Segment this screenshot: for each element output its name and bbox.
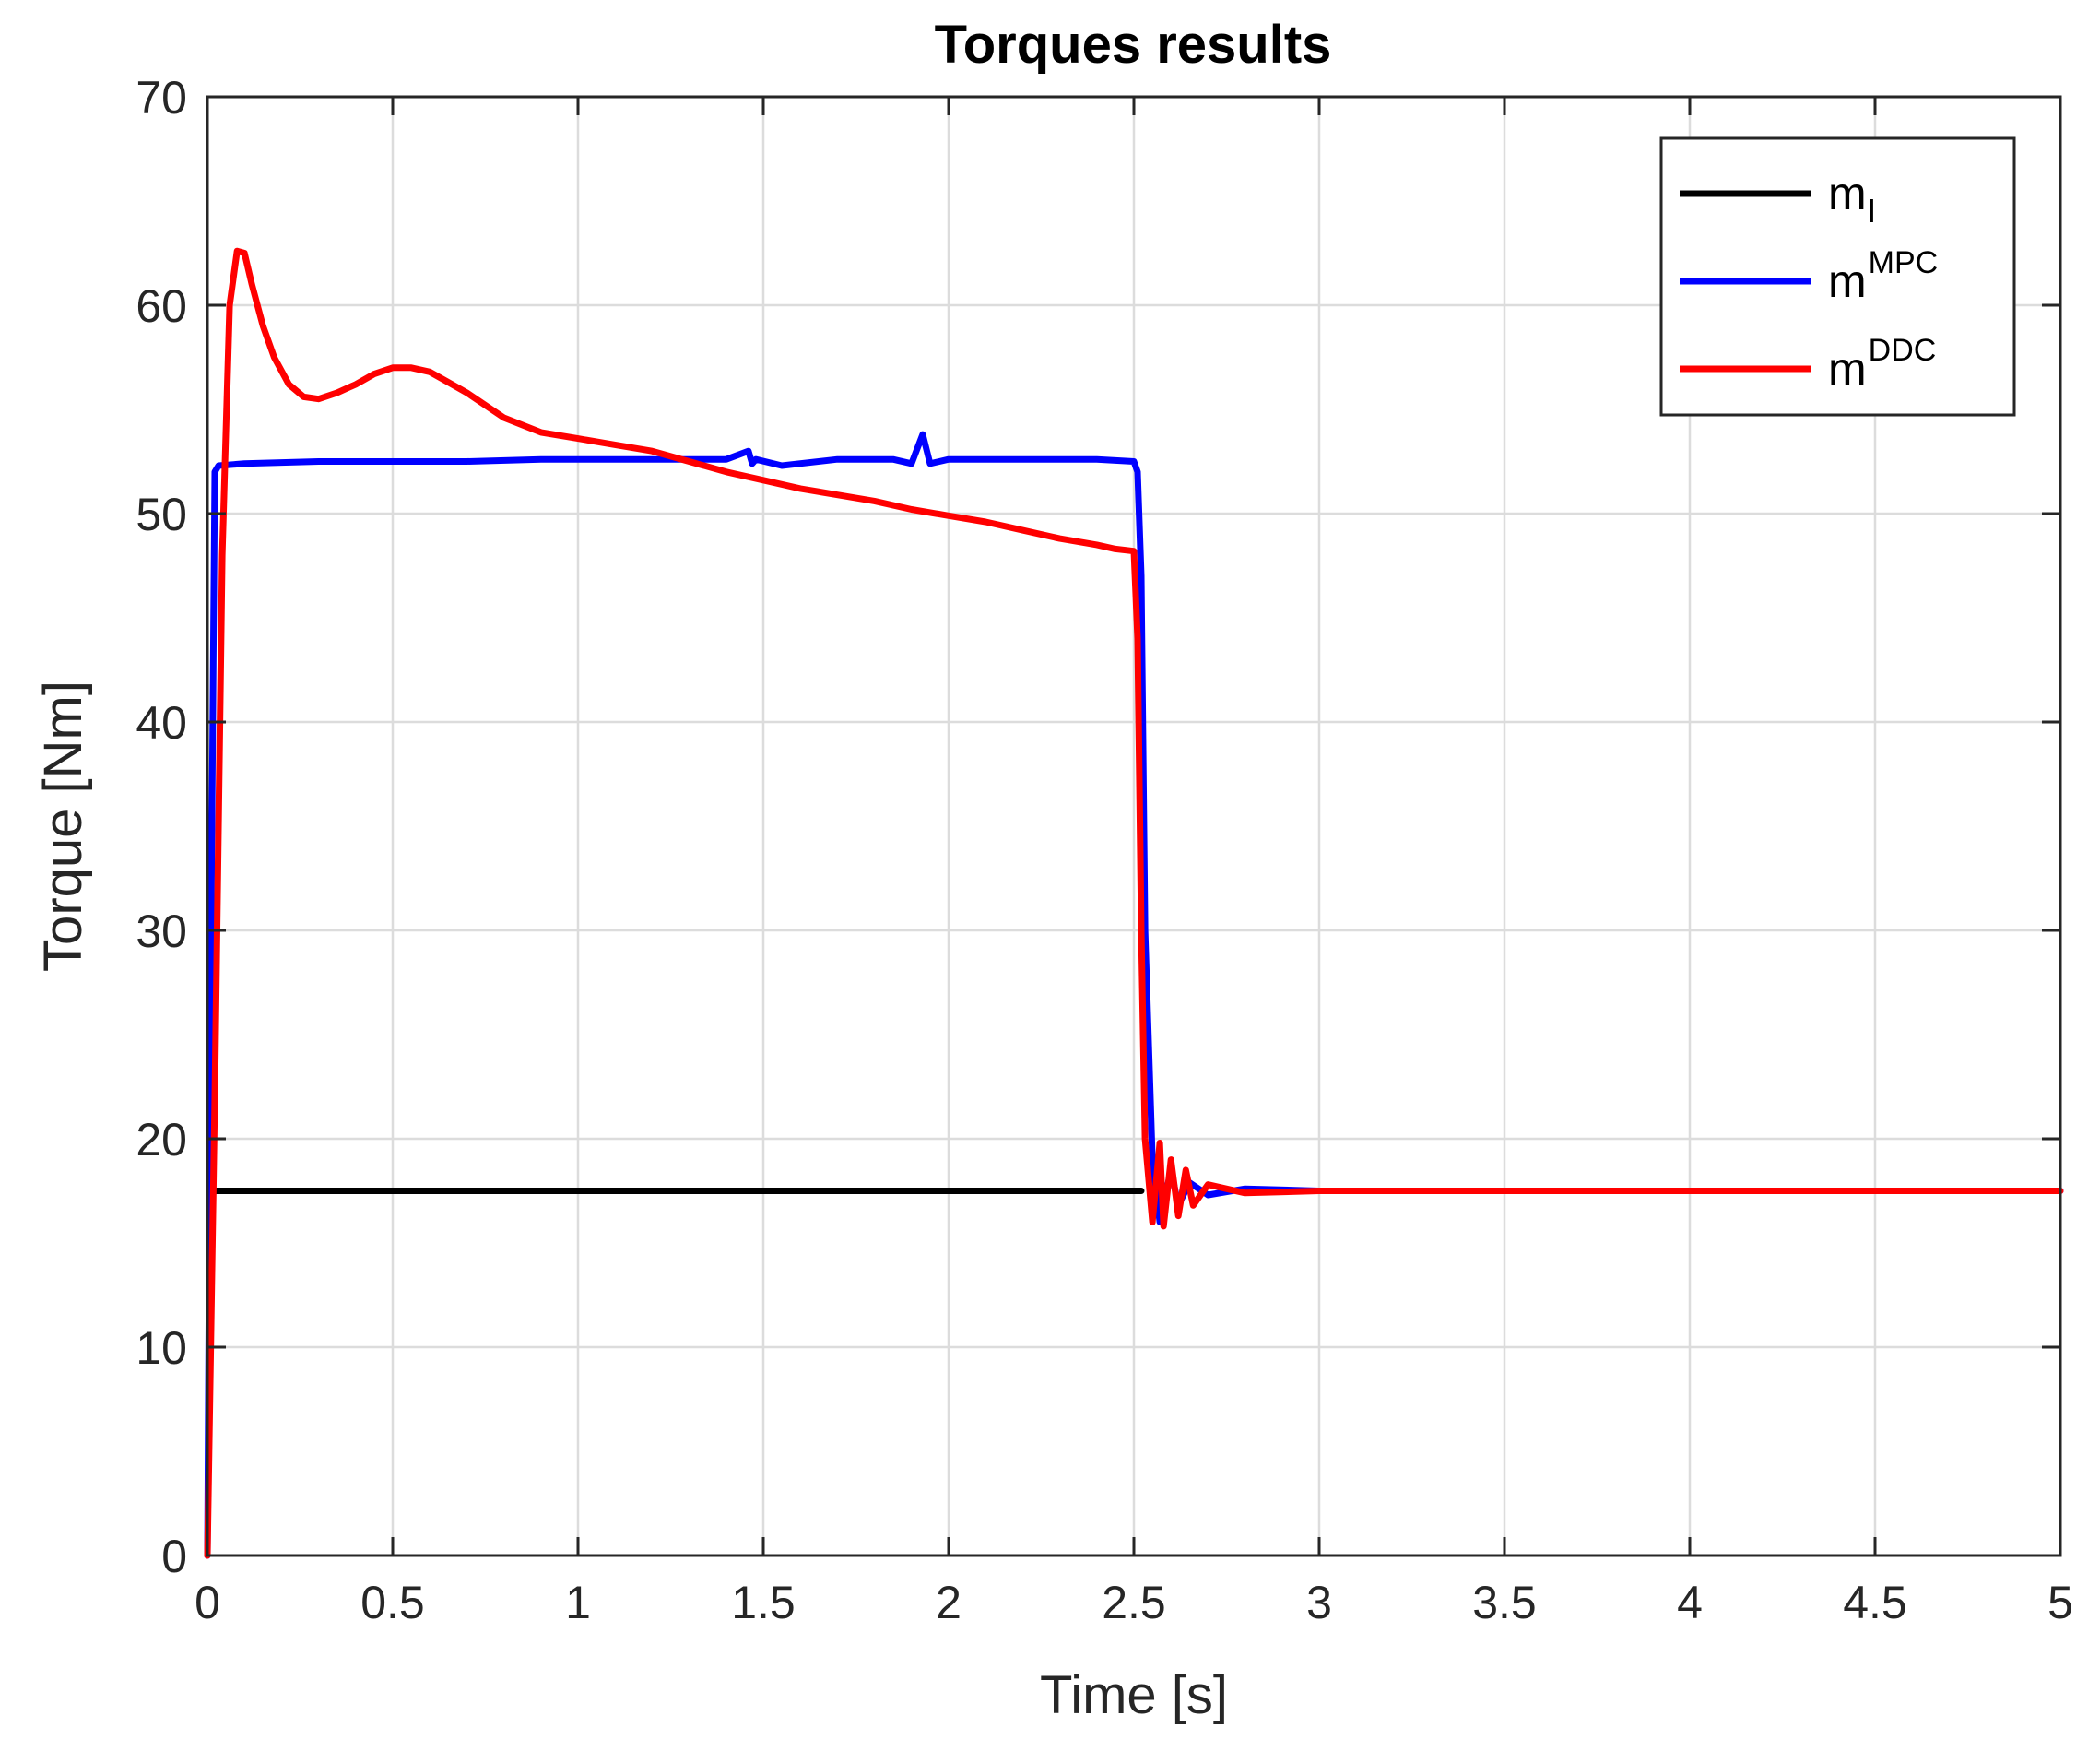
x-tick-label: 3 <box>1306 1577 1332 1628</box>
y-tick-label: 10 <box>136 1322 187 1374</box>
y-tick-label: 70 <box>136 72 187 124</box>
x-tick-label: 0.5 <box>360 1577 425 1628</box>
series-line-mddc <box>204 247 2064 1559</box>
y-tick-label: 50 <box>136 489 187 540</box>
chart-title: Torques results <box>935 15 1332 75</box>
legend-label-mpc: mMPC <box>1828 245 1938 307</box>
x-tick-label: 1.5 <box>731 1577 796 1628</box>
y-tick-label: 60 <box>136 280 187 332</box>
y-tick-label: 20 <box>136 1114 187 1165</box>
y-axis-label: Torque [Nm] <box>33 680 93 972</box>
x-tick-label: 2 <box>936 1577 962 1628</box>
data-series-layer <box>204 247 2064 1559</box>
x-axis-label: Time [s] <box>1040 1665 1228 1725</box>
x-tick-label: 2.5 <box>1102 1577 1166 1628</box>
y-tick-label: 30 <box>136 905 187 957</box>
chart-legend: ml mMPC mDDC <box>1659 136 2016 417</box>
y-tick-label: 0 <box>161 1531 187 1582</box>
x-tick-label: 3.5 <box>1472 1577 1537 1628</box>
legend-label-ddc: mDDC <box>1828 333 1936 395</box>
legend-label-l: ml <box>1828 168 1875 230</box>
x-tick-label: 1 <box>565 1577 591 1628</box>
x-tick-label: 4.5 <box>1843 1577 1907 1628</box>
x-tick-label: 4 <box>1677 1577 1703 1628</box>
x-tick-label: 5 <box>2047 1577 2073 1628</box>
x-tick-label: 0 <box>195 1577 220 1628</box>
y-tick-label: 40 <box>136 697 187 749</box>
